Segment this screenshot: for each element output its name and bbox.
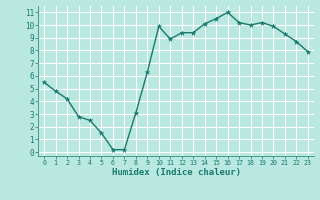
X-axis label: Humidex (Indice chaleur): Humidex (Indice chaleur) xyxy=(111,168,241,177)
